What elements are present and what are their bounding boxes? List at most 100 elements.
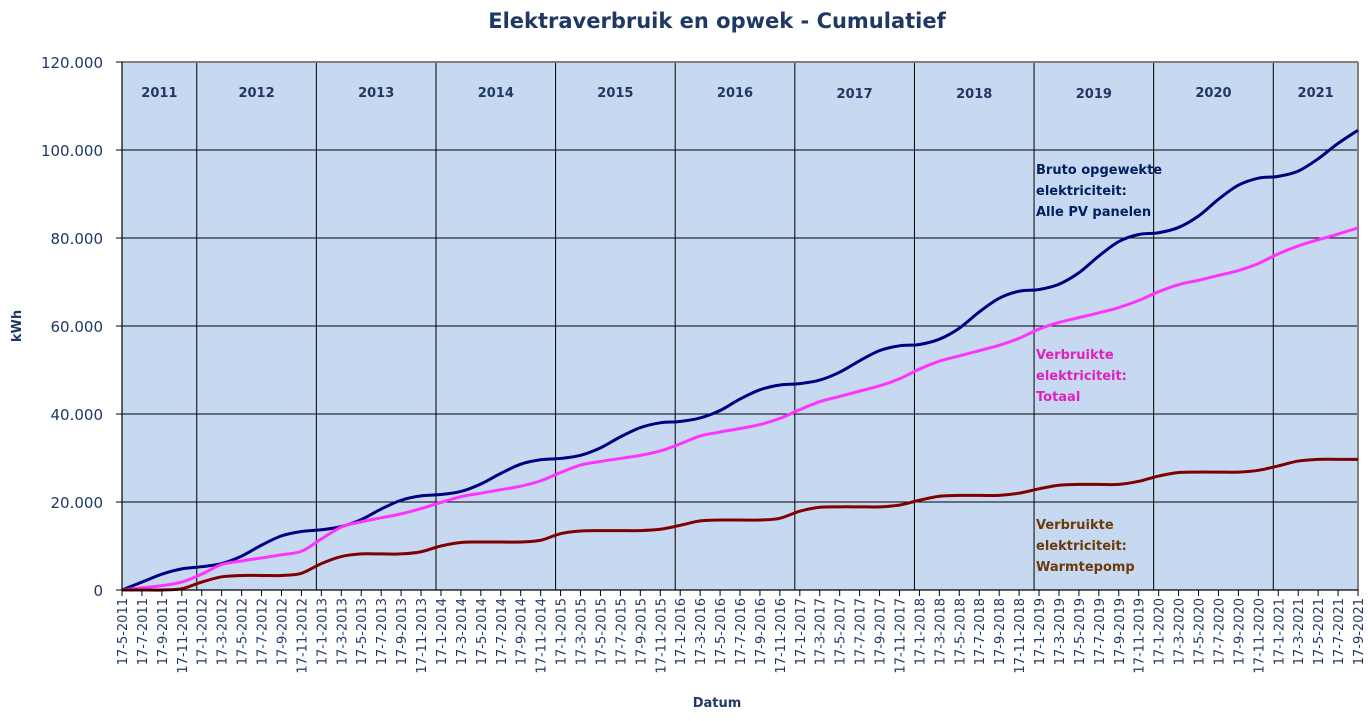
x-tick-label: 17-9-2012 bbox=[275, 598, 290, 665]
x-tick-label: 17-9-2013 bbox=[395, 598, 410, 665]
series-line bbox=[121, 128, 1359, 592]
year-label: 2019 bbox=[1076, 87, 1112, 102]
series-annotation-line: Verbruikte bbox=[1036, 518, 1114, 533]
x-tick-label: 17-11-2016 bbox=[774, 598, 789, 674]
x-tick-label: 17-11-2019 bbox=[1133, 598, 1148, 674]
x-tick-label: 17-1-2021 bbox=[1272, 598, 1287, 665]
year-labels: 2011 2012 2013 2014 2015 2016 2017 2018 2019 2020… bbox=[141, 86, 1333, 102]
series-annotation-line: Verbruikte bbox=[1036, 348, 1114, 363]
x-tick-label: 17-5-2019 bbox=[1073, 598, 1088, 665]
x-tick-label: 17-7-2012 bbox=[256, 598, 271, 665]
series-annotations: Bruto opgewekte elektriciteit: Alle PV pan… bbox=[1036, 163, 1162, 575]
x-tick-label: 17-1-2016 bbox=[674, 598, 689, 665]
y-tick-label: 0 bbox=[93, 582, 103, 600]
series-annotation-line: Totaal bbox=[1036, 390, 1080, 405]
x-tick-label: 17-11-2013 bbox=[415, 598, 430, 674]
x-tick-label: 17-3-2021 bbox=[1292, 598, 1307, 665]
x-axis: 17-5-2011 17-7-2011 17-9-2011 17-11-2011 17-… bbox=[116, 589, 1367, 674]
x-tick-label: 17-3-2018 bbox=[933, 598, 948, 665]
gridlines bbox=[122, 61, 1359, 590]
x-tick-label: 17-3-2012 bbox=[216, 598, 231, 665]
x-tick-label: 17-1-2012 bbox=[196, 598, 211, 665]
x-tick-label: 17-5-2012 bbox=[236, 598, 251, 665]
x-tick-label: 17-9-2014 bbox=[515, 598, 530, 665]
x-tick-label: 17-11-2017 bbox=[893, 598, 908, 674]
x-tick-label: 17-5-2013 bbox=[355, 598, 370, 665]
series-line bbox=[122, 457, 1358, 592]
year-label: 2013 bbox=[358, 86, 394, 101]
series-annotation-line: elektriciteit: bbox=[1036, 539, 1127, 554]
year-label: 2012 bbox=[238, 86, 274, 101]
x-tick-label: 17-3-2017 bbox=[814, 598, 829, 665]
year-label: 2017 bbox=[837, 87, 873, 102]
x-tick-label: 17-7-2013 bbox=[375, 598, 390, 665]
x-tick-label: 17-1-2014 bbox=[435, 598, 450, 665]
x-tick-label: 17-7-2017 bbox=[854, 598, 869, 665]
year-label: 2021 bbox=[1298, 86, 1334, 101]
x-tick-label: 17-1-2020 bbox=[1153, 598, 1168, 665]
series-annotation-line: Warmtepomp bbox=[1036, 560, 1135, 575]
y-tick-label: 80.000 bbox=[51, 230, 104, 248]
chart-title: Elektraverbruik en opwek - Cumulatief bbox=[488, 9, 946, 33]
x-tick-label: 17-1-2017 bbox=[794, 598, 809, 665]
x-tick-label: 17-5-2014 bbox=[475, 598, 490, 665]
year-label: 2016 bbox=[717, 86, 753, 101]
x-tick-label: 17-7-2021 bbox=[1332, 598, 1347, 665]
x-tick-label: 17-11-2020 bbox=[1252, 598, 1267, 674]
x-tick-label: 17-3-2019 bbox=[1053, 598, 1068, 665]
y-tick-label: 100.000 bbox=[41, 142, 103, 160]
y-tick-label: 40.000 bbox=[51, 406, 104, 424]
y-axis: 0 20.000 40.000 60.000 80.000 100.000 120.000 bbox=[41, 54, 123, 600]
x-tick-label: 17-1-2015 bbox=[555, 598, 570, 665]
y-tick-label: 20.000 bbox=[51, 494, 104, 512]
y-tick-label: 60.000 bbox=[51, 318, 104, 336]
x-tick-label: 17-9-2011 bbox=[156, 598, 171, 665]
y-axis-label: kWh bbox=[10, 310, 25, 342]
x-tick-label: 17-5-2015 bbox=[594, 598, 609, 665]
x-tick-label: 17-5-2021 bbox=[1312, 598, 1327, 665]
x-tick-label: 17-9-2017 bbox=[874, 598, 889, 665]
x-tick-label: 17-3-2014 bbox=[455, 598, 470, 665]
x-tick-label: 17-3-2015 bbox=[575, 598, 590, 665]
x-tick-label: 17-3-2013 bbox=[335, 598, 350, 665]
series-annotation-line: Bruto opgewekte bbox=[1036, 163, 1162, 178]
x-tick-label: 17-9-2019 bbox=[1113, 598, 1128, 665]
x-tick-label: 17-7-2011 bbox=[136, 598, 151, 665]
year-label: 2011 bbox=[141, 86, 177, 101]
x-tick-label: 17-9-2020 bbox=[1232, 598, 1247, 665]
x-tick-label: 17-3-2016 bbox=[694, 598, 709, 665]
x-tick-label: 17-11-2011 bbox=[176, 598, 191, 674]
y-tick-label: 120.000 bbox=[41, 54, 103, 72]
x-tick-label: 17-5-2016 bbox=[714, 598, 729, 665]
x-tick-label: 17-11-2014 bbox=[535, 598, 550, 674]
x-tick-label: 17-1-2019 bbox=[1033, 598, 1048, 665]
x-tick-label: 17-11-2015 bbox=[654, 598, 669, 674]
x-axis-label: Datum bbox=[693, 696, 742, 711]
x-tick-label: 17-7-2019 bbox=[1093, 598, 1108, 665]
x-tick-label: 17-7-2014 bbox=[495, 598, 510, 665]
x-tick-label: 17-9-2015 bbox=[634, 598, 649, 665]
x-tick-label: 17-1-2013 bbox=[315, 598, 330, 665]
x-tick-label: 17-7-2020 bbox=[1212, 598, 1227, 665]
year-label: 2015 bbox=[597, 86, 633, 101]
year-label: 2020 bbox=[1195, 86, 1231, 101]
x-tick-label: 17-9-2021 bbox=[1352, 598, 1367, 665]
year-label: 2014 bbox=[478, 86, 514, 101]
x-tick-label: 17-11-2018 bbox=[1013, 598, 1028, 674]
x-tick-label: 17-9-2016 bbox=[754, 598, 769, 665]
year-label: 2018 bbox=[956, 87, 992, 102]
series-annotation-line: elektriciteit: bbox=[1036, 184, 1127, 199]
x-tick-label: 17-7-2018 bbox=[973, 598, 988, 665]
x-tick-label: 17-9-2018 bbox=[993, 598, 1008, 665]
x-tick-label: 17-11-2012 bbox=[295, 598, 310, 674]
series-line bbox=[121, 226, 1359, 592]
x-tick-label: 17-5-2017 bbox=[834, 598, 849, 665]
x-tick-label: 17-5-2020 bbox=[1193, 598, 1208, 665]
x-tick-label: 17-1-2018 bbox=[913, 598, 928, 665]
series-annotation-line: Alle PV panelen bbox=[1036, 205, 1151, 220]
series-annotation-line: elektriciteit: bbox=[1036, 369, 1127, 384]
x-tick-label: 17-5-2018 bbox=[953, 598, 968, 665]
series-lines bbox=[121, 128, 1359, 592]
x-tick-label: 17-7-2016 bbox=[734, 598, 749, 665]
